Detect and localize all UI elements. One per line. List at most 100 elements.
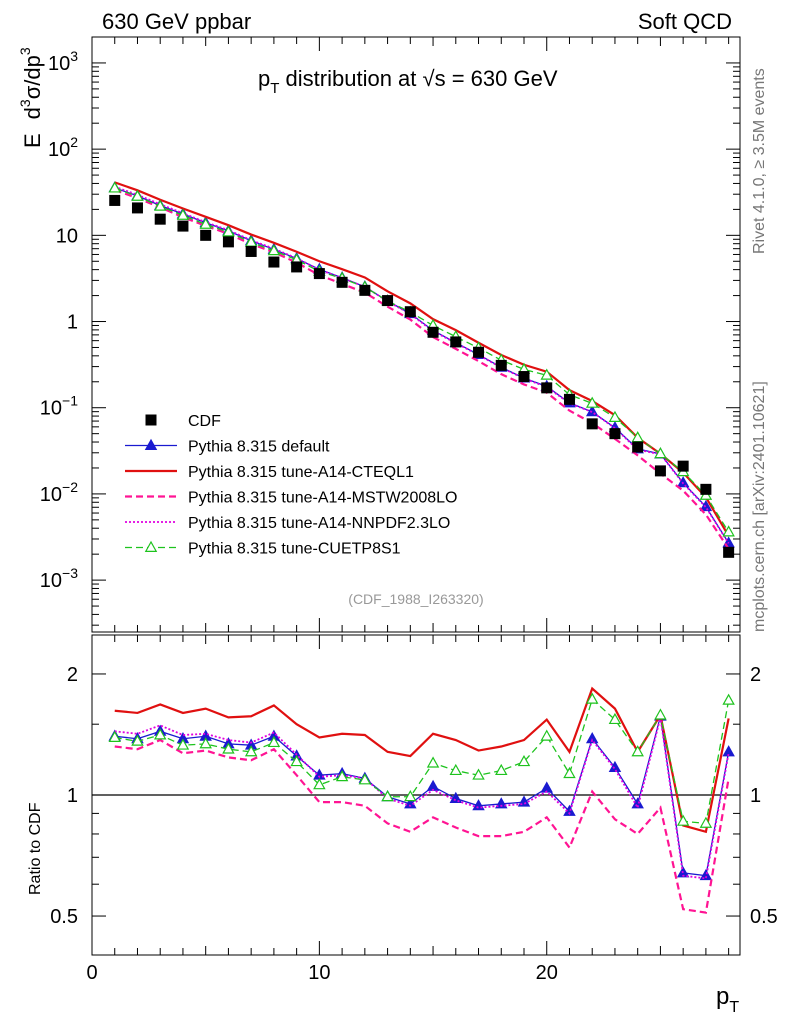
side-rivet-note: Rivet 4.1.0, ≥ 3.5M events [751, 68, 768, 254]
ratio-marker-cuetp8s1 [222, 742, 235, 754]
cdf-data-point [154, 213, 166, 225]
legend-label-mstw: Pythia 8.315 tune-A14-MSTW2008LO [188, 490, 457, 507]
ratio-marker-cuetp8s1 [449, 763, 463, 776]
y-tick-label: 10−3 [40, 565, 78, 592]
cdf-data-point [609, 428, 621, 440]
cdf-data-point [677, 460, 689, 472]
ratio-marker-cuetp8s1 [381, 790, 394, 802]
y-tick-label: 103 [48, 48, 78, 75]
y-tick-label: 10−1 [40, 393, 78, 420]
series-line-mstw [114, 189, 730, 550]
plot-title: pT distribution at √s = 630 GeV [258, 66, 558, 97]
ratio-marker-cuetp8s1 [563, 766, 576, 779]
ratio-marker-cuetp8s1 [699, 816, 713, 828]
header-right: Soft QCD [638, 9, 732, 34]
ratio-line-cuetp8s1 [114, 698, 730, 825]
ratio-marker-cuetp8s1 [722, 693, 735, 705]
marker-cuetp8s1 [108, 181, 121, 193]
ratio-marker-cuetp8s1 [267, 735, 281, 748]
series-line-nnpdf [114, 185, 730, 544]
marker-cuetp8s1 [267, 244, 281, 256]
cdf-data-point [632, 441, 644, 453]
marker-cuetp8s1 [608, 410, 622, 422]
y-tick-label: 10−2 [40, 479, 78, 506]
cdf-data-point [427, 326, 439, 338]
legend-label-default: Pythia 8.315 default [188, 439, 330, 456]
cdf-data-point [723, 546, 735, 558]
cdf-data-point [131, 202, 143, 214]
ratio-series [108, 686, 735, 914]
ratio-y-tick-label: 2 [67, 664, 78, 686]
ratio-marker-cuetp8s1 [358, 773, 372, 785]
marker-cuetp8s1 [153, 199, 167, 211]
cdf-data-point [450, 336, 462, 348]
ratio-marker-cuetp8s1 [108, 730, 121, 742]
cdf-data-point [177, 220, 189, 232]
cdf-data-point [245, 245, 257, 257]
ratio-marker-cuetp8s1 [495, 763, 508, 776]
cdf-data-point [313, 268, 325, 280]
ratio-y-tick-label-right: 0.5 [750, 906, 778, 928]
x-tick-label: 10 [308, 962, 330, 984]
legend-label-cuetp8s1: Pythia 8.315 tune-CUETP8S1 [188, 541, 401, 558]
y-tick-label: 10 [56, 225, 78, 247]
ratio-marker-default [699, 868, 713, 881]
ratio-marker-cuetp8s1 [426, 756, 440, 768]
legend: CDF Pythia 8.315 default Pythia 8.315 tune… [125, 413, 457, 558]
ratio-marker-cuetp8s1 [131, 734, 144, 746]
legend-marker-cdf [145, 414, 157, 426]
ratio-line-mstw [114, 738, 730, 914]
cdf-data-point [586, 418, 598, 430]
ratio-marker-default [495, 797, 508, 809]
ratio-y-axis-label: Ratio to CDF [27, 802, 44, 895]
ratio-marker-cuetp8s1 [585, 692, 599, 704]
header-left: 630 GeV ppbar [102, 9, 251, 34]
legend-label-nnpdf: Pythia 8.315 tune-A14-NNPDF2.3LO [188, 515, 450, 532]
marker-cuetp8s1 [176, 208, 190, 220]
marker-cuetp8s1 [585, 396, 599, 408]
cdf-data-point [495, 359, 507, 371]
x-tick-label: 20 [536, 962, 558, 984]
y-tick-label: 1 [67, 312, 78, 334]
ratio-axes: 0 10 20 0.5 0.5 1 1 2 2 [50, 634, 778, 984]
main-series [108, 181, 735, 558]
ratio-marker-cuetp8s1 [608, 712, 622, 725]
marker-cuetp8s1 [722, 525, 735, 537]
ratio-marker-cuetp8s1 [153, 728, 167, 740]
analysis-id-watermark: (CDF_1988_I263320) [348, 591, 483, 607]
ratio-marker-cuetp8s1 [335, 770, 349, 782]
cdf-data-point [518, 371, 530, 383]
legend-marker-default [144, 438, 158, 450]
y-axis-label: Ed3σ/dp3 [17, 47, 45, 148]
ratio-marker-cuetp8s1 [654, 708, 667, 720]
ratio-marker-default [608, 760, 622, 773]
marker-default [699, 499, 713, 512]
ratio-line-default [114, 716, 730, 877]
ratio-marker-cuetp8s1 [631, 745, 644, 757]
x-tick-label: 0 [86, 962, 97, 984]
ratio-y-tick-label-right: 1 [750, 785, 761, 807]
cdf-data-point [541, 382, 553, 394]
cdf-data-point [382, 295, 394, 307]
ratio-marker-cuetp8s1 [313, 778, 326, 790]
ratio-y-tick-label: 0.5 [50, 906, 78, 928]
ratio-y-tick-label-right: 2 [750, 664, 761, 686]
cdf-data-point [291, 261, 303, 273]
marker-cuetp8s1 [654, 447, 667, 459]
ratio-y-tick-label: 1 [67, 785, 78, 807]
ratio-marker-default [585, 732, 599, 744]
ratio-marker-cuetp8s1 [676, 814, 690, 826]
legend-label-cdf: CDF [188, 413, 221, 430]
x-axis-label: pT [716, 983, 739, 1016]
cdf-data-point [404, 306, 416, 318]
marker-cuetp8s1 [540, 368, 553, 380]
cdf-data-point [268, 256, 280, 268]
cdf-data-point [563, 393, 575, 405]
marker-cuetp8s1 [222, 225, 235, 237]
series-line-cuetp8s1 [114, 187, 730, 533]
ratio-marker-default [631, 797, 644, 809]
y-tick-label: 102 [48, 134, 78, 161]
ratio-marker-cuetp8s1 [176, 738, 190, 750]
